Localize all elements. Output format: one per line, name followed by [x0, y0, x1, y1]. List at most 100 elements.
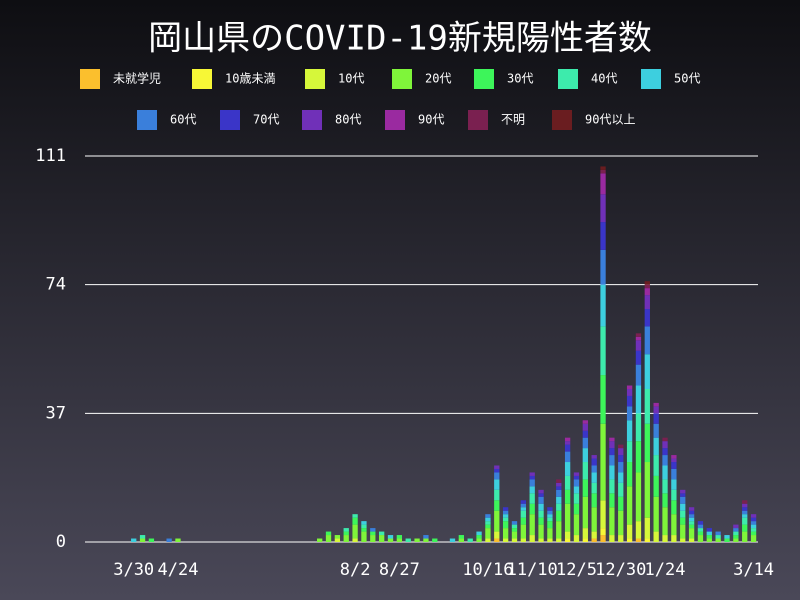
bar-segment — [573, 472, 580, 476]
bar-segment — [609, 448, 615, 456]
bar-segment — [653, 437, 659, 456]
bar-segment — [564, 451, 571, 463]
bar-segment — [564, 462, 571, 476]
bar-segment — [680, 503, 686, 511]
bar-segment — [600, 166, 606, 170]
bar-segment — [697, 524, 704, 529]
bar-segment — [520, 524, 526, 539]
bar-segment — [653, 475, 659, 497]
bar-segment — [609, 535, 615, 542]
bar-segment — [662, 535, 668, 542]
bar-segment — [626, 420, 633, 442]
bar-segment — [750, 535, 757, 542]
bar-segment — [733, 538, 739, 542]
bar-segment — [511, 531, 518, 539]
bar-segment — [644, 462, 650, 518]
bar-segment — [697, 535, 704, 542]
bar-segment — [680, 510, 686, 518]
bar-segment — [742, 524, 748, 532]
bar-segment — [644, 326, 650, 355]
bar-segment — [370, 528, 376, 532]
bar-segment — [494, 479, 500, 490]
bar-segment — [556, 489, 562, 497]
bar-segment — [644, 309, 650, 327]
bar-segment — [750, 524, 757, 529]
bar-segment — [476, 535, 482, 539]
legend-label: 20代 — [425, 72, 451, 86]
bar-segment — [618, 462, 624, 473]
bar-segment — [653, 402, 659, 407]
bar-segment — [529, 493, 535, 504]
bar-segment — [609, 465, 615, 480]
bar-segment — [556, 486, 562, 490]
bar-segment — [378, 535, 385, 542]
legend-swatch — [385, 110, 405, 130]
bar-segment — [671, 514, 677, 536]
legend-label: 90代以上 — [585, 113, 635, 127]
bar-segment — [352, 514, 358, 518]
bar-segment — [352, 517, 358, 525]
bar-segment — [547, 514, 553, 518]
bar-segment — [618, 448, 624, 456]
bar-segment — [343, 528, 349, 532]
bar-segment — [343, 535, 349, 542]
bar-segment — [139, 538, 146, 542]
y-tick-label: 0 — [56, 532, 66, 552]
bar-segment — [662, 455, 668, 466]
bar-segment — [618, 472, 624, 483]
bar-segment — [591, 538, 597, 542]
bar-segment — [600, 249, 606, 285]
bar-segment — [538, 493, 544, 497]
bar-segment — [635, 333, 642, 337]
x-tick-label: 3/14 — [733, 560, 774, 580]
bar-segment — [556, 521, 562, 539]
bar-segment — [715, 535, 721, 539]
bar-segment — [591, 455, 597, 459]
bar-segment — [573, 503, 580, 515]
bar-segment — [511, 521, 518, 525]
bar-segment — [733, 524, 739, 529]
bar-segment — [644, 538, 650, 542]
bar-segment — [547, 538, 553, 542]
bar-segment — [591, 482, 597, 494]
bar-segment — [396, 538, 403, 542]
bar-segment — [485, 524, 491, 529]
bar-segment — [653, 455, 659, 476]
bar-segment — [626, 385, 633, 389]
bar-segment — [494, 489, 500, 501]
bar-segment — [750, 531, 757, 536]
legend-label: 30代 — [507, 72, 533, 86]
bar-segment — [600, 284, 606, 327]
bar-segment — [520, 500, 526, 504]
bar-segment — [635, 538, 642, 542]
bar-segment — [706, 538, 712, 542]
bar-segment — [476, 531, 482, 536]
bar-segment — [476, 538, 482, 542]
bar-segment — [750, 528, 757, 532]
bar-segment — [547, 507, 553, 511]
bar-segment — [529, 514, 535, 536]
bar-segment — [547, 528, 553, 539]
bar-segment — [556, 503, 562, 511]
bar-segment — [609, 507, 615, 536]
legend-swatch — [552, 110, 572, 130]
bar-segment — [405, 538, 411, 542]
bar-segment — [573, 475, 580, 480]
bar-segment — [600, 169, 606, 174]
bar-segment — [688, 524, 695, 529]
bar-segment — [609, 493, 615, 508]
bar-segment — [688, 538, 695, 542]
legend-swatch — [474, 69, 494, 89]
bar-segment — [547, 517, 553, 522]
bar-segment — [750, 521, 757, 525]
bar-segment — [626, 441, 633, 463]
bar-segment — [511, 538, 518, 542]
bar-segment — [511, 524, 518, 529]
bar-segment — [733, 535, 739, 539]
bar-segment — [564, 441, 571, 445]
bar-segment — [573, 479, 580, 487]
bar-segment — [520, 538, 526, 542]
bar-segment — [618, 455, 624, 463]
bar-segment — [750, 517, 757, 522]
bar-segment — [671, 458, 677, 463]
